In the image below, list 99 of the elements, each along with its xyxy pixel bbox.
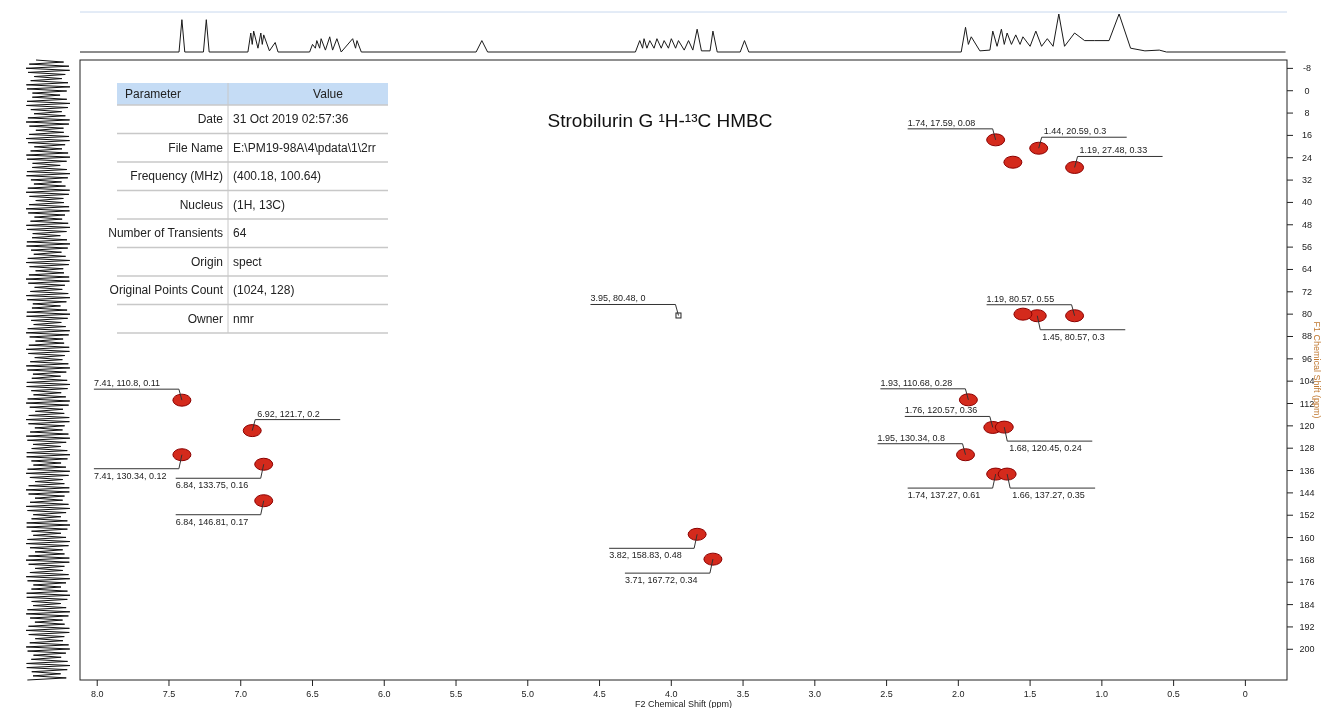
annotation: Frequency (MHz) bbox=[130, 169, 223, 183]
point bbox=[1065, 160, 1085, 174]
point bbox=[254, 457, 274, 471]
x-axis-title: F2 Chemical Shift (ppm) bbox=[634, 699, 733, 708]
y-tick-label: 0 bbox=[1304, 85, 1310, 96]
annotation: Value bbox=[313, 87, 344, 101]
data-label: 3.71, 167.72, 0.34 bbox=[624, 575, 698, 586]
y-tick-label: 8 bbox=[1304, 108, 1310, 119]
x-tick-label: 3.0 bbox=[808, 689, 822, 699]
data-label: 3.95, 80.48, 0 bbox=[590, 293, 646, 304]
y-tick-label: 72 bbox=[1301, 286, 1313, 297]
annotation: E:\PM19-98A\4\pdata\1\2rr bbox=[233, 140, 376, 155]
x-tick-label: 2.5 bbox=[880, 689, 893, 699]
data-label: 1.93, 110.68, 0.28 bbox=[880, 377, 953, 388]
y-tick-label: 104 bbox=[1299, 376, 1315, 387]
data-label: 6.84, 133.75, 0.16 bbox=[175, 480, 249, 491]
data-label: 3.82, 158.83, 0.48 bbox=[609, 550, 682, 561]
y-tick-label: 136 bbox=[1299, 465, 1315, 476]
annotation: Number of Transients bbox=[108, 226, 223, 240]
x-tick-label: 4.0 bbox=[665, 689, 678, 699]
point bbox=[1013, 307, 1033, 321]
x-tick-label: 5.0 bbox=[521, 689, 535, 699]
y-tick-label: 128 bbox=[1299, 443, 1315, 454]
point bbox=[958, 393, 978, 407]
y-tick-label: 40 bbox=[1301, 197, 1313, 208]
annotation: Original Points Count bbox=[109, 283, 224, 297]
x-tick-label: 4.5 bbox=[593, 689, 606, 699]
y-tick-label: 32 bbox=[1301, 175, 1313, 186]
annotation: (1H, 13C) bbox=[233, 197, 286, 212]
point bbox=[1003, 155, 1023, 169]
y-tick-label: -8 bbox=[1302, 63, 1312, 74]
data-label: 1.45, 80.57, 0.3 bbox=[1042, 331, 1105, 342]
x-tick-label: 6.5 bbox=[306, 689, 319, 699]
y-tick-label: 176 bbox=[1299, 577, 1315, 588]
y-tick-label: 16 bbox=[1301, 130, 1313, 141]
annotation: (400.18, 100.64) bbox=[233, 169, 322, 183]
data-label: 1.76, 120.57, 0.36 bbox=[904, 405, 978, 416]
data-label: 7.41, 130.34, 0.12 bbox=[93, 470, 167, 481]
y-tick-label: 152 bbox=[1299, 510, 1315, 521]
y-tick-label: 48 bbox=[1301, 219, 1313, 230]
y-tick-label: 144 bbox=[1299, 487, 1315, 498]
y-tick-label: 200 bbox=[1299, 644, 1315, 655]
data-label: 6.92, 121.7, 0.2 bbox=[257, 408, 320, 419]
point bbox=[687, 527, 707, 541]
data-label: 1.74, 17.59, 0.08 bbox=[907, 117, 976, 128]
data-label: 1.74, 137.27, 0.61 bbox=[907, 490, 981, 501]
y-tick-label: 64 bbox=[1301, 264, 1313, 275]
annotation: spect bbox=[233, 254, 263, 269]
data-label: 1.44, 20.59, 0.3 bbox=[1043, 126, 1107, 137]
data-label: 7.41, 110.8, 0.11 bbox=[93, 378, 161, 389]
point bbox=[956, 448, 976, 462]
annotation: Parameter bbox=[125, 87, 182, 101]
x-tick-label: 3.5 bbox=[736, 689, 750, 699]
annotation: Nucleus bbox=[179, 197, 223, 212]
point bbox=[986, 133, 1006, 147]
x-tick-label: 0 bbox=[1242, 689, 1248, 699]
x-tick-label: 1.5 bbox=[1023, 689, 1037, 699]
point bbox=[997, 467, 1017, 481]
point bbox=[1029, 141, 1049, 155]
x-tick-label: 2.0 bbox=[952, 689, 965, 699]
y-tick-label: 96 bbox=[1301, 353, 1313, 364]
y-tick-label: 168 bbox=[1299, 554, 1315, 565]
data-label: 1.95, 130.34, 0.8 bbox=[877, 432, 946, 443]
annotation: Date bbox=[197, 112, 224, 126]
annotation: Origin bbox=[190, 254, 223, 269]
data-label: 1.68, 120.45, 0.24 bbox=[1009, 443, 1082, 454]
y-tick-label: 56 bbox=[1301, 242, 1313, 253]
text: Strobilurin G ¹H-¹³C HMBC bbox=[547, 110, 773, 131]
x-tick-label: 6.0 bbox=[378, 689, 391, 699]
data-label: 1.19, 27.48, 0.33 bbox=[1079, 145, 1148, 156]
annotation: 31 Oct 2019 02:57:36 bbox=[233, 112, 349, 126]
point bbox=[994, 420, 1014, 434]
data-label: 1.66, 137.27, 0.35 bbox=[1012, 490, 1085, 501]
x-tick-label: 8.0 bbox=[90, 689, 104, 699]
annotation: 64 bbox=[233, 226, 247, 240]
point bbox=[254, 494, 274, 508]
x-tick-label: 1.0 bbox=[1095, 689, 1109, 699]
data-label: 1.19, 80.57, 0.55 bbox=[986, 293, 1055, 304]
point bbox=[172, 393, 192, 407]
x-tick-label: 7.0 bbox=[234, 689, 247, 699]
point bbox=[1065, 309, 1085, 323]
y-tick-label: 80 bbox=[1301, 309, 1313, 320]
x-tick-label: 5.5 bbox=[449, 689, 463, 699]
annotation: Owner bbox=[187, 311, 223, 326]
annotation: File Name bbox=[168, 140, 224, 155]
y-tick-label: 120 bbox=[1299, 420, 1315, 431]
y-tick-label: 192 bbox=[1299, 621, 1315, 632]
x-tick-label: 7.5 bbox=[162, 689, 176, 699]
y-tick-label: 24 bbox=[1301, 152, 1313, 163]
y-tick-label: 88 bbox=[1301, 331, 1313, 342]
y-tick-label: 184 bbox=[1299, 599, 1315, 610]
point bbox=[242, 424, 262, 438]
y-tick-label: 160 bbox=[1299, 532, 1315, 543]
data-label: 6.84, 146.81, 0.17 bbox=[175, 516, 249, 527]
point bbox=[172, 448, 192, 462]
x-tick-label: 0.5 bbox=[1167, 689, 1180, 699]
annotation: (1024, 128) bbox=[233, 283, 295, 297]
point bbox=[703, 552, 723, 566]
annotation: nmr bbox=[233, 311, 254, 326]
